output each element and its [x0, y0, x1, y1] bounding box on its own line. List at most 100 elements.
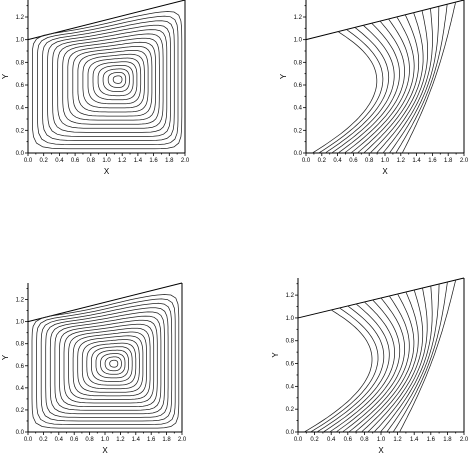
chart-4-contour-line: [323, 303, 390, 433]
chart-4-contour-line: [304, 309, 373, 433]
chart-2-x-axis-title: X: [382, 167, 388, 176]
chart-2-contour-line: [401, 2, 456, 154]
chart-3-contour-line: [40, 302, 173, 422]
chart-4-y-tick-label: 1.0: [286, 316, 295, 322]
chart-4-contour-line: [354, 293, 415, 433]
chart-4: 0.0 0.2 0.4 0.6 0.8 1.0 1.2 1.4 1.6 1.8 2.0 0.0 0.2 0…: [271, 277, 469, 455]
chart-1-contour-line: [102, 68, 130, 92]
chart-4-contour-line: [342, 297, 405, 433]
chart-4-x-axis-title: X: [378, 446, 384, 455]
chart-4-x-tick-label: 1.6: [427, 437, 436, 443]
chart-2-contour-line: [318, 29, 384, 154]
chart-2-y-tick-label: 0.2: [294, 128, 303, 134]
chart-3-contour-line: [109, 359, 119, 368]
chart-2-x-tick-label: 1.0: [381, 158, 390, 164]
chart-1-y-tick-label: 0.4: [16, 106, 25, 112]
chart-2-contour-line: [389, 6, 440, 154]
chart-2-x-tick-label: 1.2: [397, 158, 406, 164]
chart-4-x-tick-label: 0.8: [360, 437, 369, 443]
chart-4-x-tick-label: 1.2: [393, 437, 402, 443]
chart-4-contour-line: [392, 281, 448, 433]
chart-2: 0.0 0.2 0.4 0.6 0.8 1.0 1.2 1.4 1.6 1.8 2.0 0.0 0.2 0…: [279, 0, 469, 176]
chart-3: 0.0 0.2 0.4 0.6 0.8 1.0 1.2 1.4 1.6 1.8 2.0 0.0 0.2 0…: [1, 282, 187, 455]
chart-4-y-axis-title: Y: [271, 352, 280, 358]
chart-4-x-tick-label: 0.2: [310, 437, 319, 443]
chart-3-x-tick-label: 2.0: [178, 437, 187, 443]
chart-3-x-tick-label: 0.0: [24, 437, 33, 443]
chart-2-contour-line: [312, 31, 378, 154]
chart-3-contour-line: [91, 346, 133, 382]
chart-2-contour-line: [369, 12, 424, 154]
chart-2-x-tick-label: 0.4: [333, 158, 342, 164]
chart-4-y-tick-label: 0.8: [286, 339, 295, 345]
chart-2-x-tick-label: 0.0: [302, 158, 311, 164]
chart-2-y-tick-label: 0.6: [294, 83, 303, 89]
chart-4-contour-line: [373, 287, 428, 433]
chart-2-y-tick-label: 1.0: [294, 38, 303, 44]
chart-4-contour-line: [380, 285, 433, 433]
chart-3-contour-line: [86, 342, 137, 386]
chart-2-y-tick-label: 0.4: [294, 106, 303, 112]
chart-3-contour-line: [104, 356, 122, 372]
chart-2-x-tick-label: 0.2: [318, 158, 327, 164]
chart-4-x-tick-label: 1.4: [410, 437, 419, 443]
chart-2-y-axis-title: Y: [279, 73, 288, 79]
chart-4-contour-line: [367, 289, 424, 433]
chart-3-y-tick-label: 0.2: [16, 408, 25, 414]
chart-1-contour-line: [57, 33, 164, 129]
chart-1-contour-line: [87, 57, 142, 105]
chart-4-contours: [304, 279, 457, 433]
chart-1-y-tick-label: 0.6: [16, 83, 25, 89]
chart-1-contour-line: [92, 61, 138, 101]
chart-1-contour-line: [47, 24, 171, 137]
chart-4-contour-line: [335, 299, 401, 433]
chart-1-contour-line: [77, 50, 149, 113]
chart-3-contour-line: [63, 323, 155, 404]
chart-1-y-tick-label: 0.8: [16, 60, 25, 66]
chart-2-contours: [312, 2, 456, 154]
chart-4-x-tick-label: 0.0: [294, 437, 303, 443]
chart-2-contour-line: [344, 20, 405, 154]
chart-3-x-tick-label: 0.2: [39, 437, 48, 443]
chart-3-y-tick-label: 0.4: [16, 386, 25, 392]
chart-1: 0.0 0.2 0.4 0.6 0.8 1.0 1.2 1.4 1.6 1.8 2.0 0.0 0.2 0…: [1, 0, 190, 176]
chart-2-contour-line: [376, 10, 428, 154]
chart-2-x-tick-label: 1.6: [428, 158, 437, 164]
chart-3-contour-line: [36, 298, 176, 425]
chart-1-x-axis-title: X: [104, 167, 110, 176]
chart-3-x-tick-label: 0.4: [55, 437, 64, 443]
chart-1-contour-line: [112, 75, 123, 84]
chart-1-x-tick-label: 1.4: [134, 158, 143, 164]
chart-2-x-tick-label: 1.4: [412, 158, 421, 164]
chart-1-x-tick-label: 1.0: [102, 158, 111, 164]
chart-3-contour-line: [100, 353, 126, 375]
chart-2-contour-line: [325, 27, 390, 154]
chart-1-y-tick-label: 0.2: [16, 128, 25, 134]
chart-1-contour-line: [42, 20, 175, 141]
chart-3-contour-line: [81, 339, 140, 390]
chart-2-x-tick-label: 2.0: [460, 158, 469, 164]
chart-1-x-tick-label: 0.0: [24, 158, 33, 164]
chart-2-y-tick-label: 0.8: [294, 60, 303, 66]
chart-3-contour-line: [31, 294, 180, 429]
chart-4-y-tick-label: 0.2: [286, 407, 295, 413]
chart-2-y-tick-label: 1.2: [294, 15, 303, 21]
chart-1-x-tick-label: 1.8: [165, 158, 174, 164]
chart-3-y-tick-label: 0.0: [16, 430, 25, 436]
chart-3-contour-line: [95, 349, 129, 379]
chart-4-x-tick-label: 1.8: [443, 437, 452, 443]
chart-2-contour-line: [331, 25, 395, 154]
chart-2-x-tick-label: 1.8: [444, 158, 453, 164]
chart-3-x-tick-label: 0.6: [70, 437, 79, 443]
chart-4-contour-line: [310, 307, 379, 433]
chart-1-contour-line: [82, 53, 145, 109]
chart-1-x-tick-label: 0.6: [71, 158, 80, 164]
chart-4-top-boundary: [297, 277, 465, 319]
chart-1-contour-line: [107, 72, 127, 88]
chart-1-y-tick-label: 1.2: [16, 15, 25, 21]
chart-1-contour-line: [72, 46, 153, 117]
chart-1-contour-line: [32, 11, 183, 150]
chart-3-x-tick-label: 1.0: [101, 437, 110, 443]
chart-2-x-tick-label: 0.8: [365, 158, 374, 164]
chart-3-y-axis-title: Y: [1, 354, 10, 360]
